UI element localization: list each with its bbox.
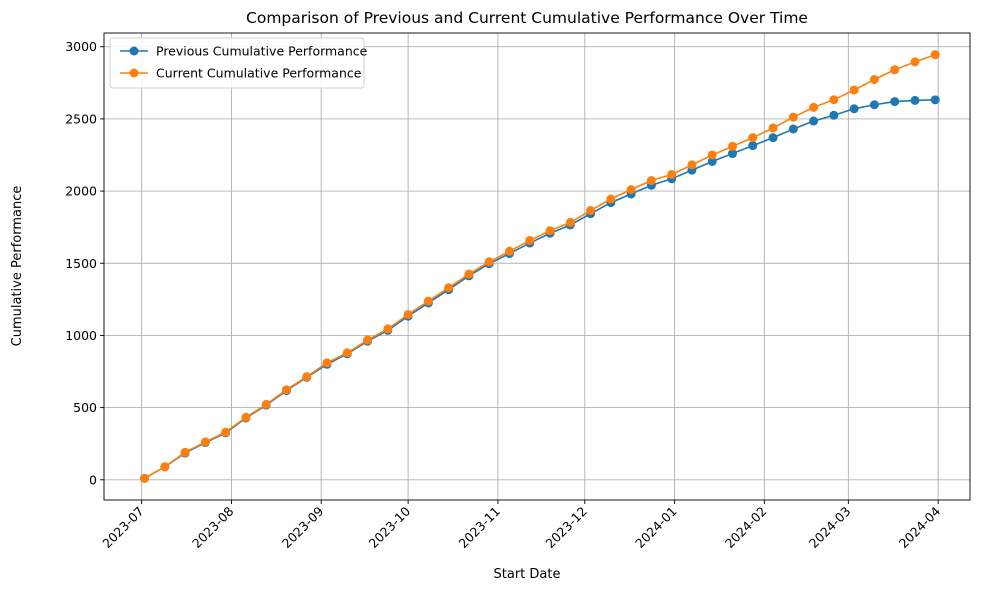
- data-point: [768, 123, 778, 133]
- y-tick-label: 2500: [65, 111, 97, 126]
- data-point: [809, 102, 819, 112]
- data-point: [504, 246, 514, 256]
- data-point: [342, 348, 352, 358]
- y-tick-label: 3000: [65, 39, 97, 54]
- data-point: [728, 141, 738, 151]
- data-point: [545, 226, 555, 236]
- grid: [104, 33, 970, 500]
- y-tick-label: 1000: [65, 328, 97, 343]
- data-point: [829, 110, 839, 120]
- x-tick-label: 2023-10: [366, 503, 414, 551]
- x-tick-label: 2024-04: [896, 503, 944, 551]
- data-point: [687, 160, 697, 170]
- data-point: [464, 269, 474, 279]
- y-tick-label: 0: [89, 472, 97, 487]
- data-point: [788, 124, 798, 134]
- data-point: [809, 116, 819, 126]
- data-point: [849, 85, 859, 95]
- x-tick-label: 2023-07: [99, 504, 147, 552]
- series-0: [140, 95, 940, 483]
- data-point: [890, 97, 900, 107]
- series-line: [144, 53, 936, 480]
- data-point: [930, 95, 940, 105]
- y-tick-label: 1500: [65, 256, 97, 271]
- data-point: [363, 335, 373, 345]
- data-point: [788, 112, 798, 122]
- data-point: [910, 95, 920, 105]
- data-point: [667, 169, 677, 179]
- data-point: [646, 176, 656, 186]
- x-tick-label: 2023-09: [279, 503, 327, 551]
- x-tick-label: 2024-01: [632, 504, 680, 552]
- data-point: [869, 100, 879, 110]
- data-point: [241, 412, 251, 422]
- series-1: [140, 50, 940, 483]
- data-point: [140, 473, 150, 483]
- legend-box: [109, 37, 365, 89]
- y-tick-label: 500: [73, 400, 97, 415]
- data-point: [829, 95, 839, 105]
- data-point: [261, 399, 271, 409]
- x-tick-label: 2023-12: [542, 504, 590, 552]
- data-point: [221, 427, 231, 437]
- chart-title: Comparison of Previous and Current Cumul…: [246, 9, 808, 27]
- data-point: [281, 385, 291, 395]
- data-point: [910, 57, 920, 67]
- legend-label-current: Current Cumulative Performance: [156, 66, 362, 81]
- data-point: [728, 149, 738, 159]
- legend-marker-previous: [129, 46, 139, 56]
- data-point: [200, 437, 210, 447]
- data-point: [302, 372, 312, 382]
- x-tick-label: 2024-02: [722, 504, 770, 552]
- data-point: [444, 283, 454, 293]
- data-point: [768, 133, 778, 143]
- legend: Previous Cumulative Performance Current …: [109, 37, 368, 89]
- data-point: [869, 74, 879, 84]
- x-axis-ticks: 2023-07 2023-08 2023-09 2023-10 2023-11 2023-…: [99, 500, 943, 551]
- data-point: [890, 65, 900, 75]
- x-tick-label: 2024-03: [806, 504, 854, 552]
- data-point: [748, 141, 758, 151]
- data-point: [707, 156, 717, 166]
- data-point: [484, 257, 494, 267]
- data-point: [849, 104, 859, 114]
- data-point: [606, 194, 616, 204]
- data-point: [322, 358, 332, 368]
- x-tick-label: 2023-08: [189, 503, 237, 551]
- data-point: [403, 309, 413, 319]
- y-axis-ticks: 0 500 1000 1500 2000 2500 3000: [65, 39, 104, 487]
- data-point: [930, 50, 940, 60]
- data-point: [707, 150, 717, 160]
- x-tick-label: 2023-11: [455, 504, 503, 552]
- plot-area-frame: [103, 32, 971, 501]
- y-axis-label: Cumulative Performance: [10, 186, 25, 347]
- series-line: [144, 99, 936, 480]
- x-axis-label: Start Date: [494, 567, 561, 582]
- data-point: [423, 296, 433, 306]
- data-point: [565, 217, 575, 227]
- data-point: [525, 235, 535, 245]
- series-layer: [140, 50, 940, 483]
- legend-marker-current: [129, 68, 139, 78]
- data-point: [160, 462, 170, 472]
- data-point: [748, 133, 758, 143]
- data-point: [586, 206, 596, 216]
- data-point: [626, 185, 636, 195]
- legend-label-previous: Previous Cumulative Performance: [156, 44, 368, 59]
- data-point: [383, 324, 393, 334]
- y-tick-label: 2000: [65, 184, 97, 199]
- data-point: [180, 447, 190, 457]
